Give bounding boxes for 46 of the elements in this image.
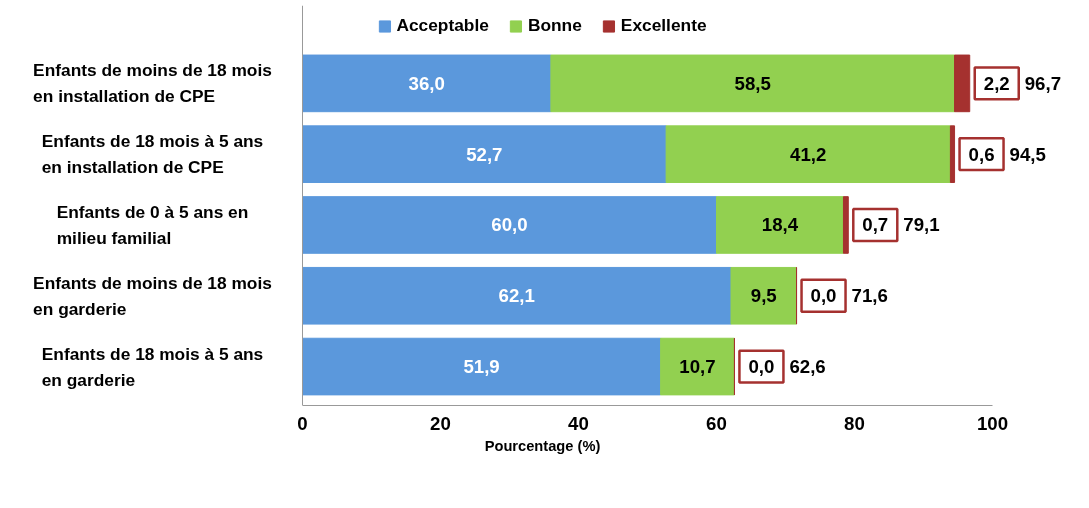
bar xyxy=(550,54,956,113)
x-tick-label: 80 xyxy=(844,412,865,434)
y-tick-label: Enfants de moins de 18 mois en garderie xyxy=(33,272,272,319)
total-label: 71,6 xyxy=(851,285,888,307)
bar xyxy=(302,266,732,325)
data-label: 62,1 xyxy=(498,285,535,307)
y-tick-label: Enfants de 18 mois à 5 ans en garderie xyxy=(41,343,264,390)
total-label: 62,6 xyxy=(789,356,826,378)
data-label: 0,6 xyxy=(968,143,995,165)
x-tick-label: 60 xyxy=(706,412,727,434)
bar xyxy=(302,125,667,183)
total-label: 96,7 xyxy=(1024,72,1062,94)
data-label: 51,9 xyxy=(463,356,500,378)
data-label: 10,7 xyxy=(679,356,716,378)
data-label: 18,4 xyxy=(761,214,799,236)
bar xyxy=(716,196,844,254)
data-label: 0,7 xyxy=(862,214,889,236)
bar xyxy=(665,125,951,183)
data-label: 60,0 xyxy=(491,214,528,236)
bar xyxy=(660,337,735,396)
data-label: 36,0 xyxy=(408,72,445,94)
x-axis-title: Pourcentage (%) xyxy=(484,437,601,454)
y-tick-label: Enfants de 0 à 5 ans en milieu familial xyxy=(56,201,249,248)
x-tick-label: 100 xyxy=(976,412,1009,434)
bar xyxy=(842,196,849,254)
data-label: 52,7 xyxy=(466,143,503,165)
y-tick-label: Enfants de 18 mois à 5 ans en installation de CPE xyxy=(41,131,264,178)
bar xyxy=(302,196,717,254)
data-label: 0,0 xyxy=(748,356,775,378)
data-label: 58,5 xyxy=(734,72,771,94)
legend-label: Bonne xyxy=(527,15,582,36)
x-tick-label: 20 xyxy=(430,412,451,434)
x-tick-label: 0 xyxy=(297,412,308,434)
bar xyxy=(949,125,956,183)
data-label: 41,2 xyxy=(790,143,827,165)
total-label: 79,1 xyxy=(903,214,940,236)
x-tick-label: 40 xyxy=(568,412,589,434)
legend-label: Acceptable xyxy=(396,15,489,36)
bar xyxy=(302,54,552,113)
total-label: 94,5 xyxy=(1009,143,1046,165)
y-tick-label: Enfants de moins de 18 mois en installation de CPE xyxy=(33,60,272,107)
data-label: 9,5 xyxy=(750,285,777,307)
bar xyxy=(302,337,662,396)
legend-label: Excellente xyxy=(620,15,707,36)
data-label: 0,0 xyxy=(810,285,837,307)
data-label: 2,2 xyxy=(983,72,1010,94)
